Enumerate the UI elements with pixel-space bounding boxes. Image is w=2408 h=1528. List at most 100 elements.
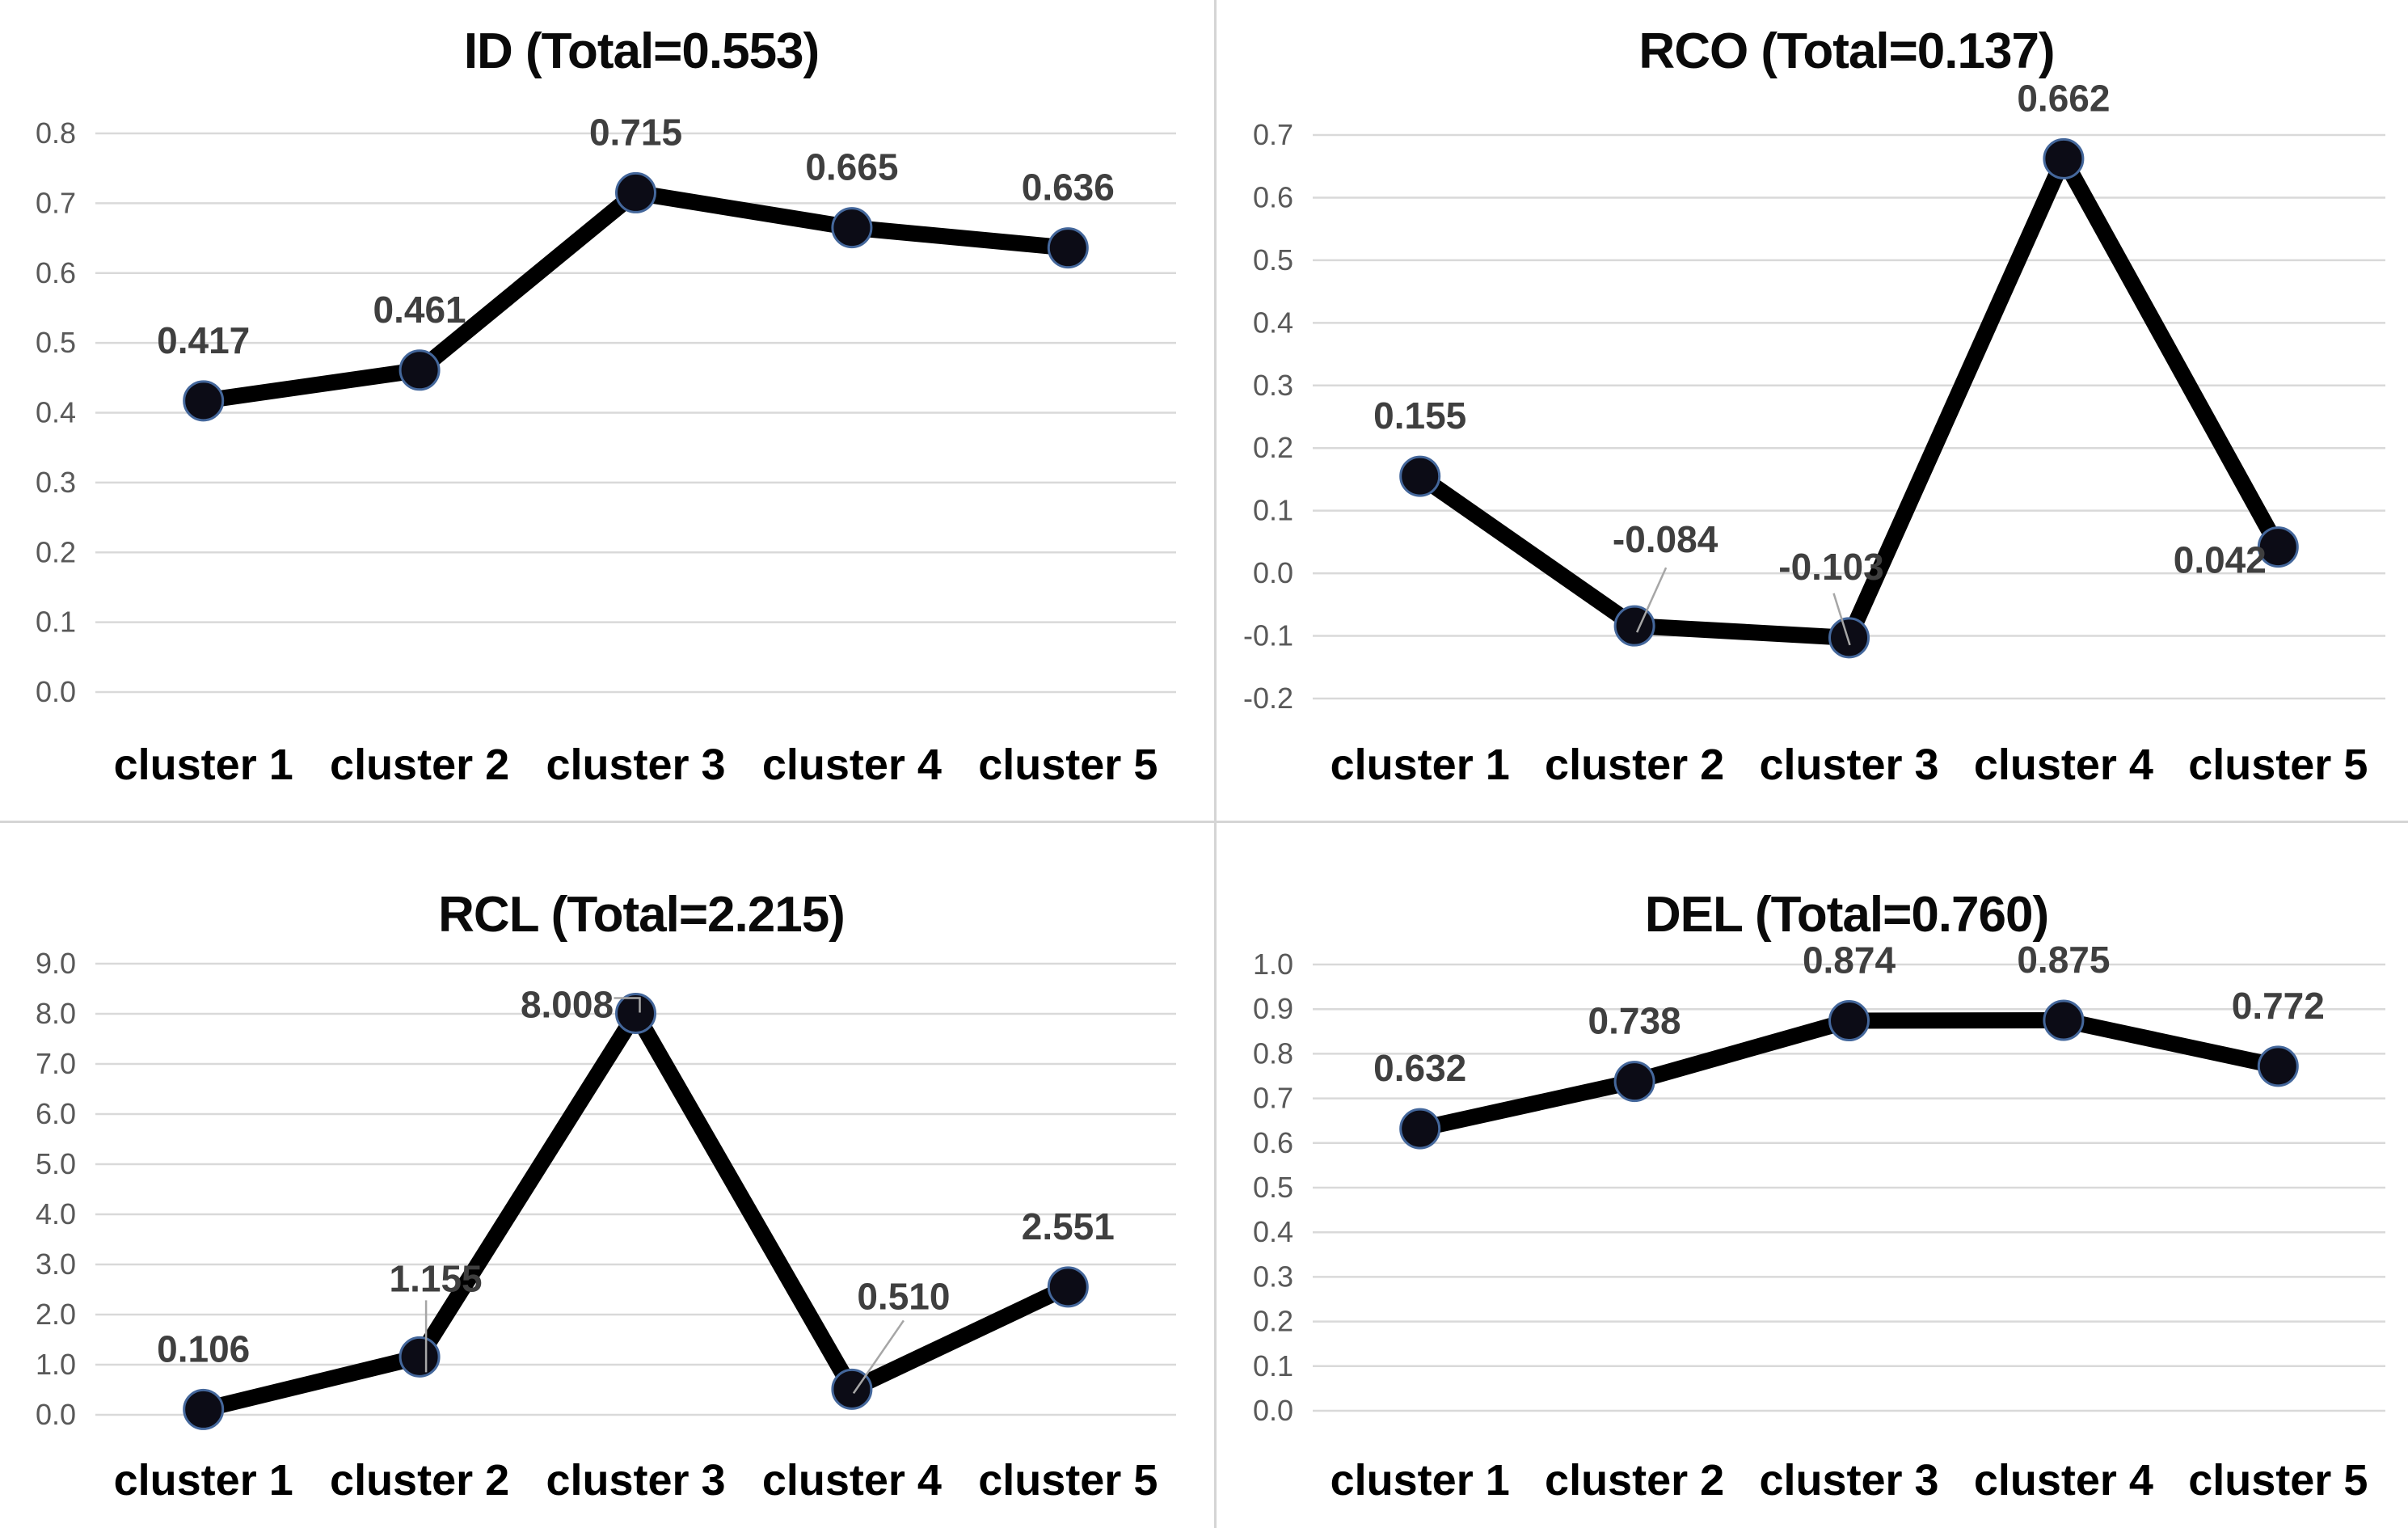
data-point-label: 8.008 [521, 984, 614, 1026]
x-axis-category-label: cluster 5 [2188, 1456, 2368, 1505]
y-axis-tick-label: 0.0 [36, 675, 76, 708]
y-axis-tick-label: 0.2 [1253, 1305, 1293, 1338]
data-point-label: 2.551 [1022, 1205, 1115, 1247]
y-axis-tick-label: 0.7 [1253, 118, 1293, 151]
y-axis-tick-label: 0.8 [36, 116, 76, 150]
data-point-label: 0.738 [1588, 1000, 1681, 1042]
data-point-label: 0.874 [1803, 939, 1896, 981]
y-axis-tick-label: 0.9 [1253, 992, 1293, 1025]
y-axis-tick-label: 0.8 [1253, 1036, 1293, 1070]
data-point-marker [1047, 1266, 1089, 1308]
y-axis-tick-label: 3.0 [36, 1247, 76, 1281]
data-point-marker [1828, 1000, 1870, 1042]
y-axis-tick-label: 7.0 [36, 1047, 76, 1080]
label-leader-line [1832, 593, 1851, 646]
chart-title-rco: RCO (Total=0.137) [1638, 23, 2055, 79]
x-axis-category-label: cluster 4 [762, 1456, 942, 1505]
x-axis-category-label: cluster 5 [978, 741, 1158, 789]
x-axis-category-label: cluster 2 [330, 741, 509, 789]
y-axis-tick-label: 8.0 [36, 997, 76, 1030]
data-point-marker [183, 380, 225, 422]
data-point-label: 0.662 [2017, 77, 2110, 119]
y-axis-tick-label: 1.0 [36, 1348, 76, 1381]
x-axis-category-label: cluster 2 [1545, 1456, 1724, 1505]
del-line-plot: 1.0 0.9 0.8 0.7 0.6 0.5 0.4 0.3 0.2 0.1 0.0 0.632 0.… [1253, 939, 2385, 1505]
label-leader-line [852, 1319, 905, 1395]
y-axis-tick-label: 0.6 [36, 256, 76, 289]
data-point-label: 0.106 [157, 1328, 250, 1370]
y-axis-tick-label: 0.4 [36, 396, 76, 429]
data-point-marker [615, 993, 656, 1035]
y-axis-tick-label: 0.7 [36, 186, 76, 219]
y-axis-tick-label: 0.7 [1253, 1082, 1293, 1115]
data-point-label: -0.103 [1778, 546, 1883, 588]
data-point-label: 0.510 [857, 1275, 950, 1317]
x-axis-category-label: cluster 3 [1759, 741, 1938, 789]
y-axis-tick-label: 2.0 [36, 1298, 76, 1331]
y-axis-tick-label: 0.6 [1253, 180, 1293, 213]
data-point-label: 0.155 [1373, 395, 1466, 437]
y-axis-tick-label: 0.4 [1253, 306, 1293, 339]
chart-title-del: DEL (Total=0.760) [1644, 887, 2049, 943]
y-axis-tick-label: -0.2 [1243, 682, 1293, 715]
data-point-marker [183, 1388, 225, 1430]
y-axis-tick-label: 0.2 [1253, 431, 1293, 464]
y-axis-tick-label: 0.2 [36, 535, 76, 568]
rco-line-plot: 0.7 0.6 0.5 0.4 0.3 0.2 0.1 0.0 -0.1 -0.2 0.155 -0.… [1243, 77, 2385, 789]
x-axis-category-label: cluster 1 [1331, 1456, 1510, 1505]
y-axis-tick-label: 0.1 [1253, 1349, 1293, 1382]
y-axis-tick-label: -0.1 [1243, 619, 1293, 652]
data-point-label: 0.042 [2174, 539, 2267, 581]
data-point-marker [399, 349, 441, 391]
y-axis-tick-label: 0.5 [1253, 243, 1293, 276]
x-axis-category-label: cluster 1 [114, 1456, 293, 1505]
x-axis-category-label: cluster 5 [978, 1456, 1158, 1505]
vertical-divider [1214, 0, 1217, 1528]
label-leader-line [1635, 567, 1668, 633]
data-point-label: 0.636 [1022, 167, 1115, 209]
chart-panel-rco: RCO (Total=0.137) 0.7 0.6 0.5 0.4 0.3 0.2 0.1 0… [1217, 0, 2408, 821]
y-axis-tick-label: 4.0 [36, 1197, 76, 1230]
y-axis-tick-label: 0.0 [1253, 556, 1293, 589]
data-point-label: 0.632 [1373, 1047, 1466, 1089]
data-point-label: 0.461 [373, 289, 466, 331]
y-axis-tick-label: 0.0 [36, 1398, 76, 1431]
data-point-label: 0.715 [589, 111, 682, 153]
data-point-marker [1828, 617, 1870, 659]
x-axis-category-label: cluster 4 [1974, 741, 2153, 789]
data-point-marker [831, 1368, 873, 1410]
y-axis-tick-label: 0.6 [1253, 1126, 1293, 1159]
data-point-marker [1613, 605, 1655, 647]
x-axis-category-label: cluster 3 [546, 741, 725, 789]
chart-title-rcl: RCL (Total=2.215) [438, 887, 846, 943]
data-point-marker [399, 1336, 441, 1378]
chart-title-id: ID (Total=0.553) [463, 23, 820, 79]
data-point-label: -0.084 [1613, 518, 1718, 560]
data-point-marker [615, 171, 656, 213]
label-leader-line [614, 997, 641, 1013]
x-axis-category-label: cluster 4 [1974, 1456, 2153, 1505]
id-line-plot: 0.8 0.7 0.6 0.5 0.4 0.3 0.2 0.1 0.0 0.417 0.461 0.7… [36, 111, 1176, 789]
x-axis-category-label: cluster 5 [2188, 741, 2368, 789]
data-point-marker [2043, 137, 2085, 179]
y-axis-tick-label: 9.0 [36, 947, 76, 980]
y-axis-tick-label: 6.0 [36, 1097, 76, 1130]
data-point-label: 0.665 [805, 146, 898, 188]
chart-panel-del: DEL (Total=0.760) 1.0 0.9 0.8 0.7 0.6 0.5 0.4 0… [1217, 823, 2408, 1528]
data-point-label: 1.155 [390, 1257, 483, 1299]
series-line [195, 184, 1077, 409]
data-point-marker [1613, 1061, 1655, 1103]
x-axis-category-label: cluster 1 [114, 741, 293, 789]
y-axis-tick-label: 5.0 [36, 1147, 76, 1180]
y-axis-tick-label: 0.5 [36, 326, 76, 359]
x-axis-category-label: cluster 2 [1545, 741, 1724, 789]
data-point-marker [1399, 455, 1441, 497]
x-axis-category-label: cluster 3 [1759, 1456, 1938, 1505]
chart-panel-rcl: RCL (Total=2.215) 9.0 8.0 7.0 6.0 5.0 4.0 3.0 2… [0, 823, 1215, 1528]
y-axis-tick-label: 0.3 [36, 466, 76, 499]
y-axis-tick-label: 1.0 [1253, 948, 1293, 981]
data-point-marker [1399, 1108, 1441, 1150]
y-axis-tick-label: 0.1 [36, 606, 76, 639]
x-axis-category-label: cluster 1 [1331, 741, 1510, 789]
